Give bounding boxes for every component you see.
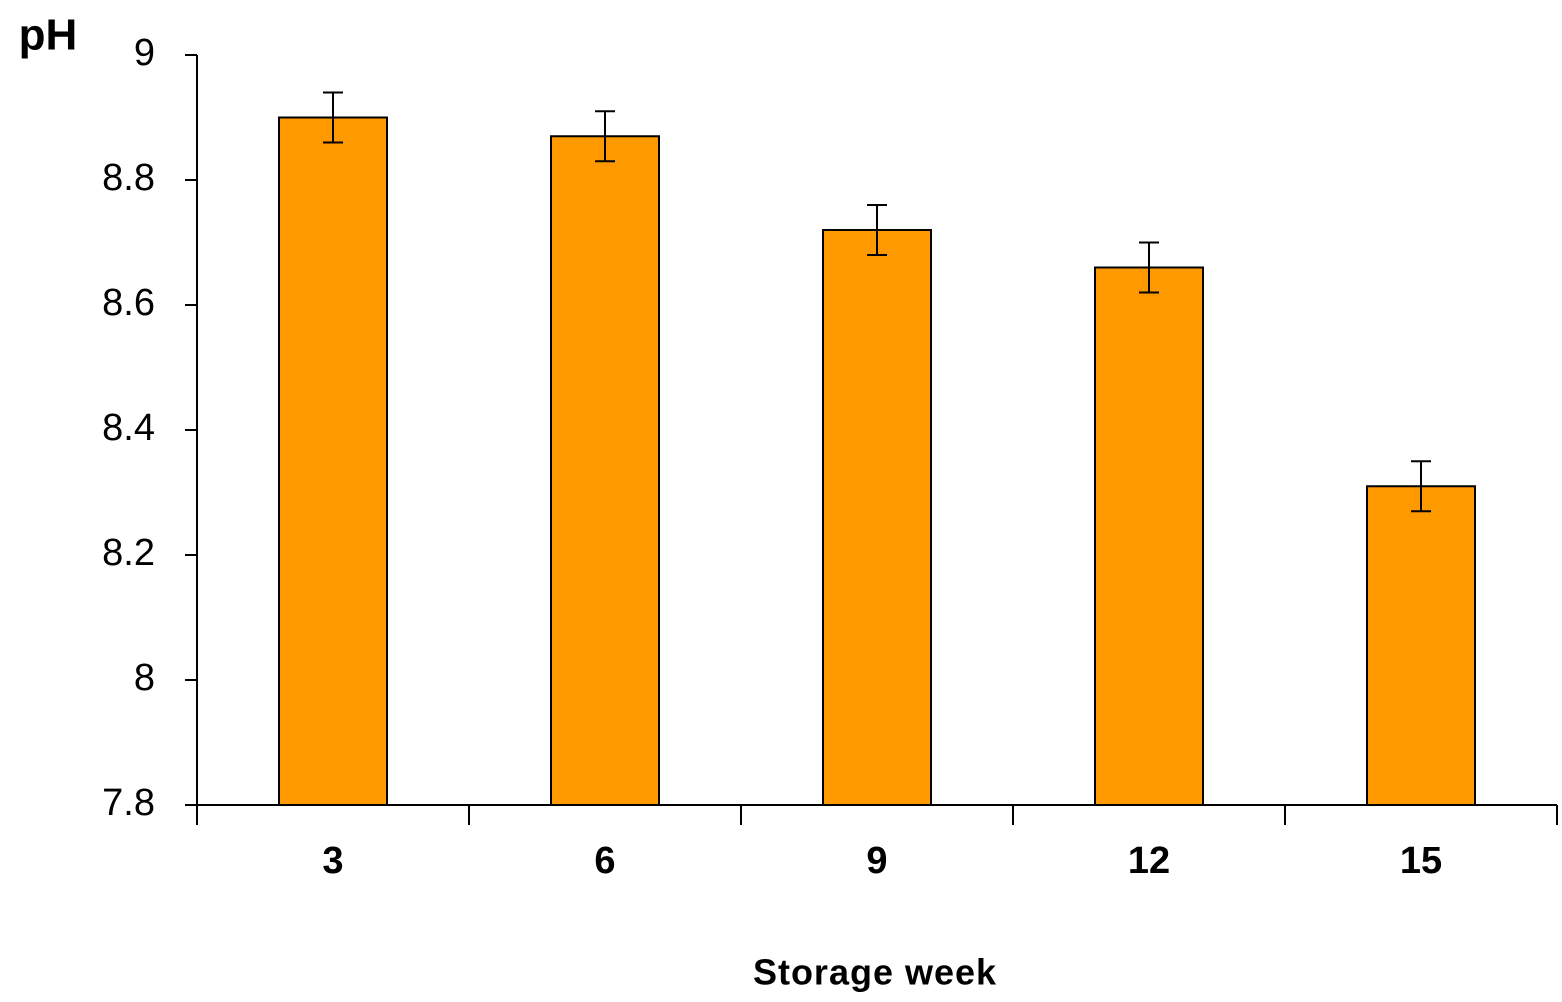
- y-tick-label: 8: [134, 657, 155, 699]
- x-tick-label: 3: [322, 840, 343, 882]
- chart: pH Storage week 7.8 8 8.2 8.4 8.6 8.8 9 3 6 9 12 15: [0, 0, 1562, 1002]
- y-tick-label: 8.6: [102, 282, 155, 324]
- y-tick-label: 7.8: [102, 782, 155, 824]
- bar: [1367, 486, 1475, 805]
- y-tick-label: 8.4: [102, 407, 155, 449]
- y-axis-title: pH: [19, 11, 78, 60]
- bar: [279, 118, 387, 806]
- x-tick-label: 12: [1128, 840, 1170, 882]
- x-axis-title: Storage week: [753, 952, 997, 993]
- bar: [1095, 268, 1203, 806]
- y-tick-label: 8.2: [102, 532, 155, 574]
- page: {"chart_data": {"type": "bar", "y_label"…: [0, 0, 1562, 1002]
- bar: [551, 136, 659, 805]
- y-tick-label: 9: [134, 32, 155, 74]
- y-tick-label: 8.8: [102, 157, 155, 199]
- x-tick-label: 9: [866, 840, 887, 882]
- x-tick-label: 15: [1400, 840, 1442, 882]
- x-tick-label: 6: [594, 840, 615, 882]
- bar: [823, 230, 931, 805]
